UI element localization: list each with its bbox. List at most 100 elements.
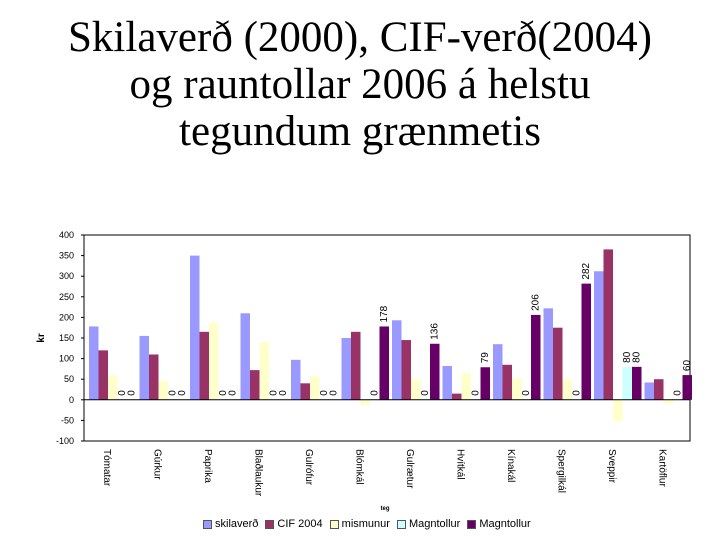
bar-3 <box>259 342 269 400</box>
bar-2 <box>300 383 310 400</box>
data-label: 0 <box>177 390 188 396</box>
bar-2 <box>98 350 108 400</box>
x-category-label: Gulrófur <box>303 449 314 486</box>
bar-2 <box>553 327 563 400</box>
data-label: 0 <box>218 390 229 396</box>
y-tick-label: 200 <box>59 312 74 322</box>
y-tick-label: 150 <box>59 333 74 343</box>
y-tick-label: 0 <box>69 395 74 405</box>
bar-1 <box>442 366 452 400</box>
legend-label-magntollur-1: Magntollur <box>408 518 461 530</box>
bar-1 <box>543 308 553 400</box>
bar-5 <box>430 343 440 400</box>
bar-2 <box>149 354 159 400</box>
bar-2 <box>401 340 411 400</box>
legend-swatch-magntollur-1 <box>396 519 406 529</box>
data-label: 0 <box>673 390 684 396</box>
bar-2 <box>502 364 512 400</box>
bar-5 <box>632 366 642 400</box>
x-category-label: Spergilkál <box>556 449 567 493</box>
legend-item-mismunur: mismunur <box>329 518 390 530</box>
y-tick-label: 300 <box>59 271 74 281</box>
bar-1 <box>291 359 301 400</box>
x-category-label: Kartöflur <box>657 449 668 487</box>
data-label: 0 <box>127 390 138 396</box>
legend-swatch-magntollur-2 <box>467 519 477 529</box>
data-label: 206 <box>531 294 542 311</box>
data-label: 0 <box>572 390 583 396</box>
bar-3 <box>613 399 623 422</box>
bar-3 <box>461 373 471 400</box>
data-label: 0 <box>117 390 128 396</box>
x-category-label: Paprika <box>202 449 213 483</box>
bar-3 <box>562 379 572 400</box>
bar-1 <box>89 326 99 400</box>
bar-5 <box>581 283 591 400</box>
data-label: 282 <box>581 262 592 279</box>
y-tick-label: 50 <box>64 374 74 384</box>
legend-item-magntollur-1: Magntollur <box>396 518 461 530</box>
data-label: 136 <box>430 323 441 340</box>
bar-2 <box>603 249 613 400</box>
data-label: 0 <box>471 390 482 396</box>
slide-title: Skilaverð (2000), CIF-verð(2004) og raun… <box>0 14 720 155</box>
bar-2 <box>452 393 462 400</box>
bar-1 <box>190 255 200 400</box>
bar-2 <box>199 331 209 400</box>
legend-swatch-cif-2004 <box>265 519 275 529</box>
bar-1 <box>594 271 604 400</box>
bar-3 <box>360 399 370 406</box>
bar-1 <box>240 313 250 400</box>
data-label: 0 <box>319 390 330 396</box>
legend-swatch-mismunur <box>329 519 339 529</box>
bar-3 <box>411 379 421 400</box>
x-category-label: Gulrætur <box>404 449 415 489</box>
bar-2 <box>250 370 260 400</box>
data-label: 0 <box>269 390 280 396</box>
bar-1 <box>644 382 654 400</box>
data-label: 79 <box>480 352 491 364</box>
legend-label-magntollur-2: Magntollur <box>479 518 531 530</box>
bar-4 <box>622 366 632 400</box>
x-category-label: Blaðlaukur <box>253 449 265 497</box>
legend-item-skilavert: skilaverð <box>203 518 258 530</box>
y-tick-label: -50 <box>61 415 74 425</box>
data-label: 178 <box>379 305 390 322</box>
bar-1 <box>139 335 149 400</box>
bar-5 <box>531 314 541 400</box>
x-category-label: Sveppir <box>606 449 617 484</box>
data-label: 0 <box>168 390 179 396</box>
bar-1 <box>392 320 402 400</box>
bar-1 <box>493 344 503 400</box>
data-label: 0 <box>228 390 239 396</box>
bar-5 <box>682 375 692 400</box>
bar-2 <box>654 379 664 400</box>
bar-2 <box>351 331 361 400</box>
bar-3 <box>209 322 219 400</box>
bar-5 <box>379 326 389 400</box>
y-tick-label: -100 <box>56 436 74 446</box>
data-label: 60 <box>682 360 693 372</box>
x-category-label: Gúrkur <box>152 449 163 480</box>
data-label: 0 <box>521 390 532 396</box>
data-label: 80 <box>622 351 633 363</box>
legend-label-skilavert: skilaverð <box>215 518 259 530</box>
x-category-label: Tómatar <box>101 449 112 487</box>
y-tick-label: 350 <box>59 251 74 261</box>
x-category-label: Blómkál <box>354 449 365 485</box>
legend-label-cif-2004: CIF 2004 <box>277 518 323 530</box>
legend-item-magntollur-2: Magntollur <box>467 518 531 530</box>
bar-3 <box>663 399 673 404</box>
chart-legend: skilaverð CIF 2004 mismunur Magntollur M… <box>203 517 538 531</box>
data-label: 80 <box>632 351 643 363</box>
legend-swatch-skilavert <box>203 519 212 529</box>
y-tick-label: 400 <box>59 230 74 240</box>
y-tick-label: 250 <box>59 292 74 302</box>
data-label: 0 <box>329 390 340 396</box>
slide-title-line-1: Skilaverð (2000), CIF-verð(2004) <box>68 14 652 61</box>
data-label: 0 <box>420 390 431 396</box>
legend-item-cif-2004: CIF 2004 <box>265 518 323 530</box>
x-category-label: Kínakál <box>505 449 516 482</box>
x-axis-label: teg <box>381 506 390 512</box>
